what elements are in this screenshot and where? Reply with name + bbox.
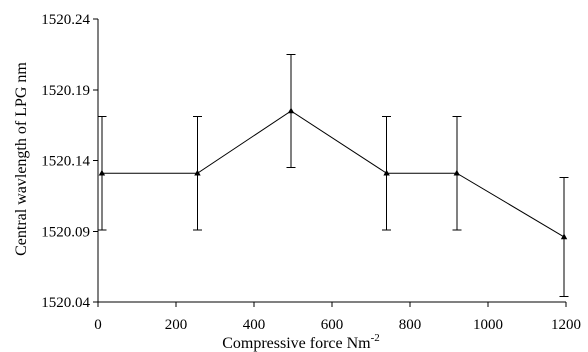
y-tick-label: 1520.19 bbox=[41, 83, 90, 99]
data-point-triangle bbox=[194, 169, 201, 176]
axes bbox=[97, 19, 566, 303]
x-tick-label: 600 bbox=[321, 317, 344, 333]
x-tick-label: 1200 bbox=[551, 317, 581, 333]
x-tick-label: 1000 bbox=[473, 317, 503, 333]
x-axis-title-text: Compressive force Nm bbox=[222, 335, 371, 352]
x-tick-label: 800 bbox=[399, 317, 422, 333]
data-points bbox=[98, 107, 568, 240]
x-tick-label: 400 bbox=[243, 317, 266, 333]
data-point-triangle bbox=[287, 107, 295, 114]
y-tick-label: 1520.24 bbox=[41, 12, 90, 28]
data-point-triangle bbox=[560, 233, 568, 240]
y-tick-label: 1520.14 bbox=[41, 154, 90, 170]
data-point-triangle bbox=[98, 169, 106, 176]
x-tick-label: 0 bbox=[94, 317, 102, 333]
error-bars bbox=[97, 53, 569, 297]
y-axis-ticks: 1520.04 1520.09 1520.14 1520.19 1520.24 bbox=[41, 12, 98, 311]
y-tick-label: 1520.09 bbox=[41, 224, 90, 240]
x-axis-title-superscript: -2 bbox=[371, 332, 380, 344]
plot-area bbox=[97, 53, 569, 297]
data-point-triangle bbox=[453, 169, 460, 176]
x-axis-ticks: 0 200 400 600 800 1000 1200 bbox=[94, 302, 581, 333]
data-point-triangle bbox=[383, 169, 390, 176]
series-line bbox=[101, 110, 565, 238]
x-axis-title: Compressive force Nm-2 bbox=[222, 332, 380, 352]
y-axis-title: Central wavlength of LPG nm bbox=[13, 62, 30, 256]
y-tick-label: 1520.04 bbox=[41, 295, 90, 311]
x-tick-label: 200 bbox=[165, 317, 188, 333]
